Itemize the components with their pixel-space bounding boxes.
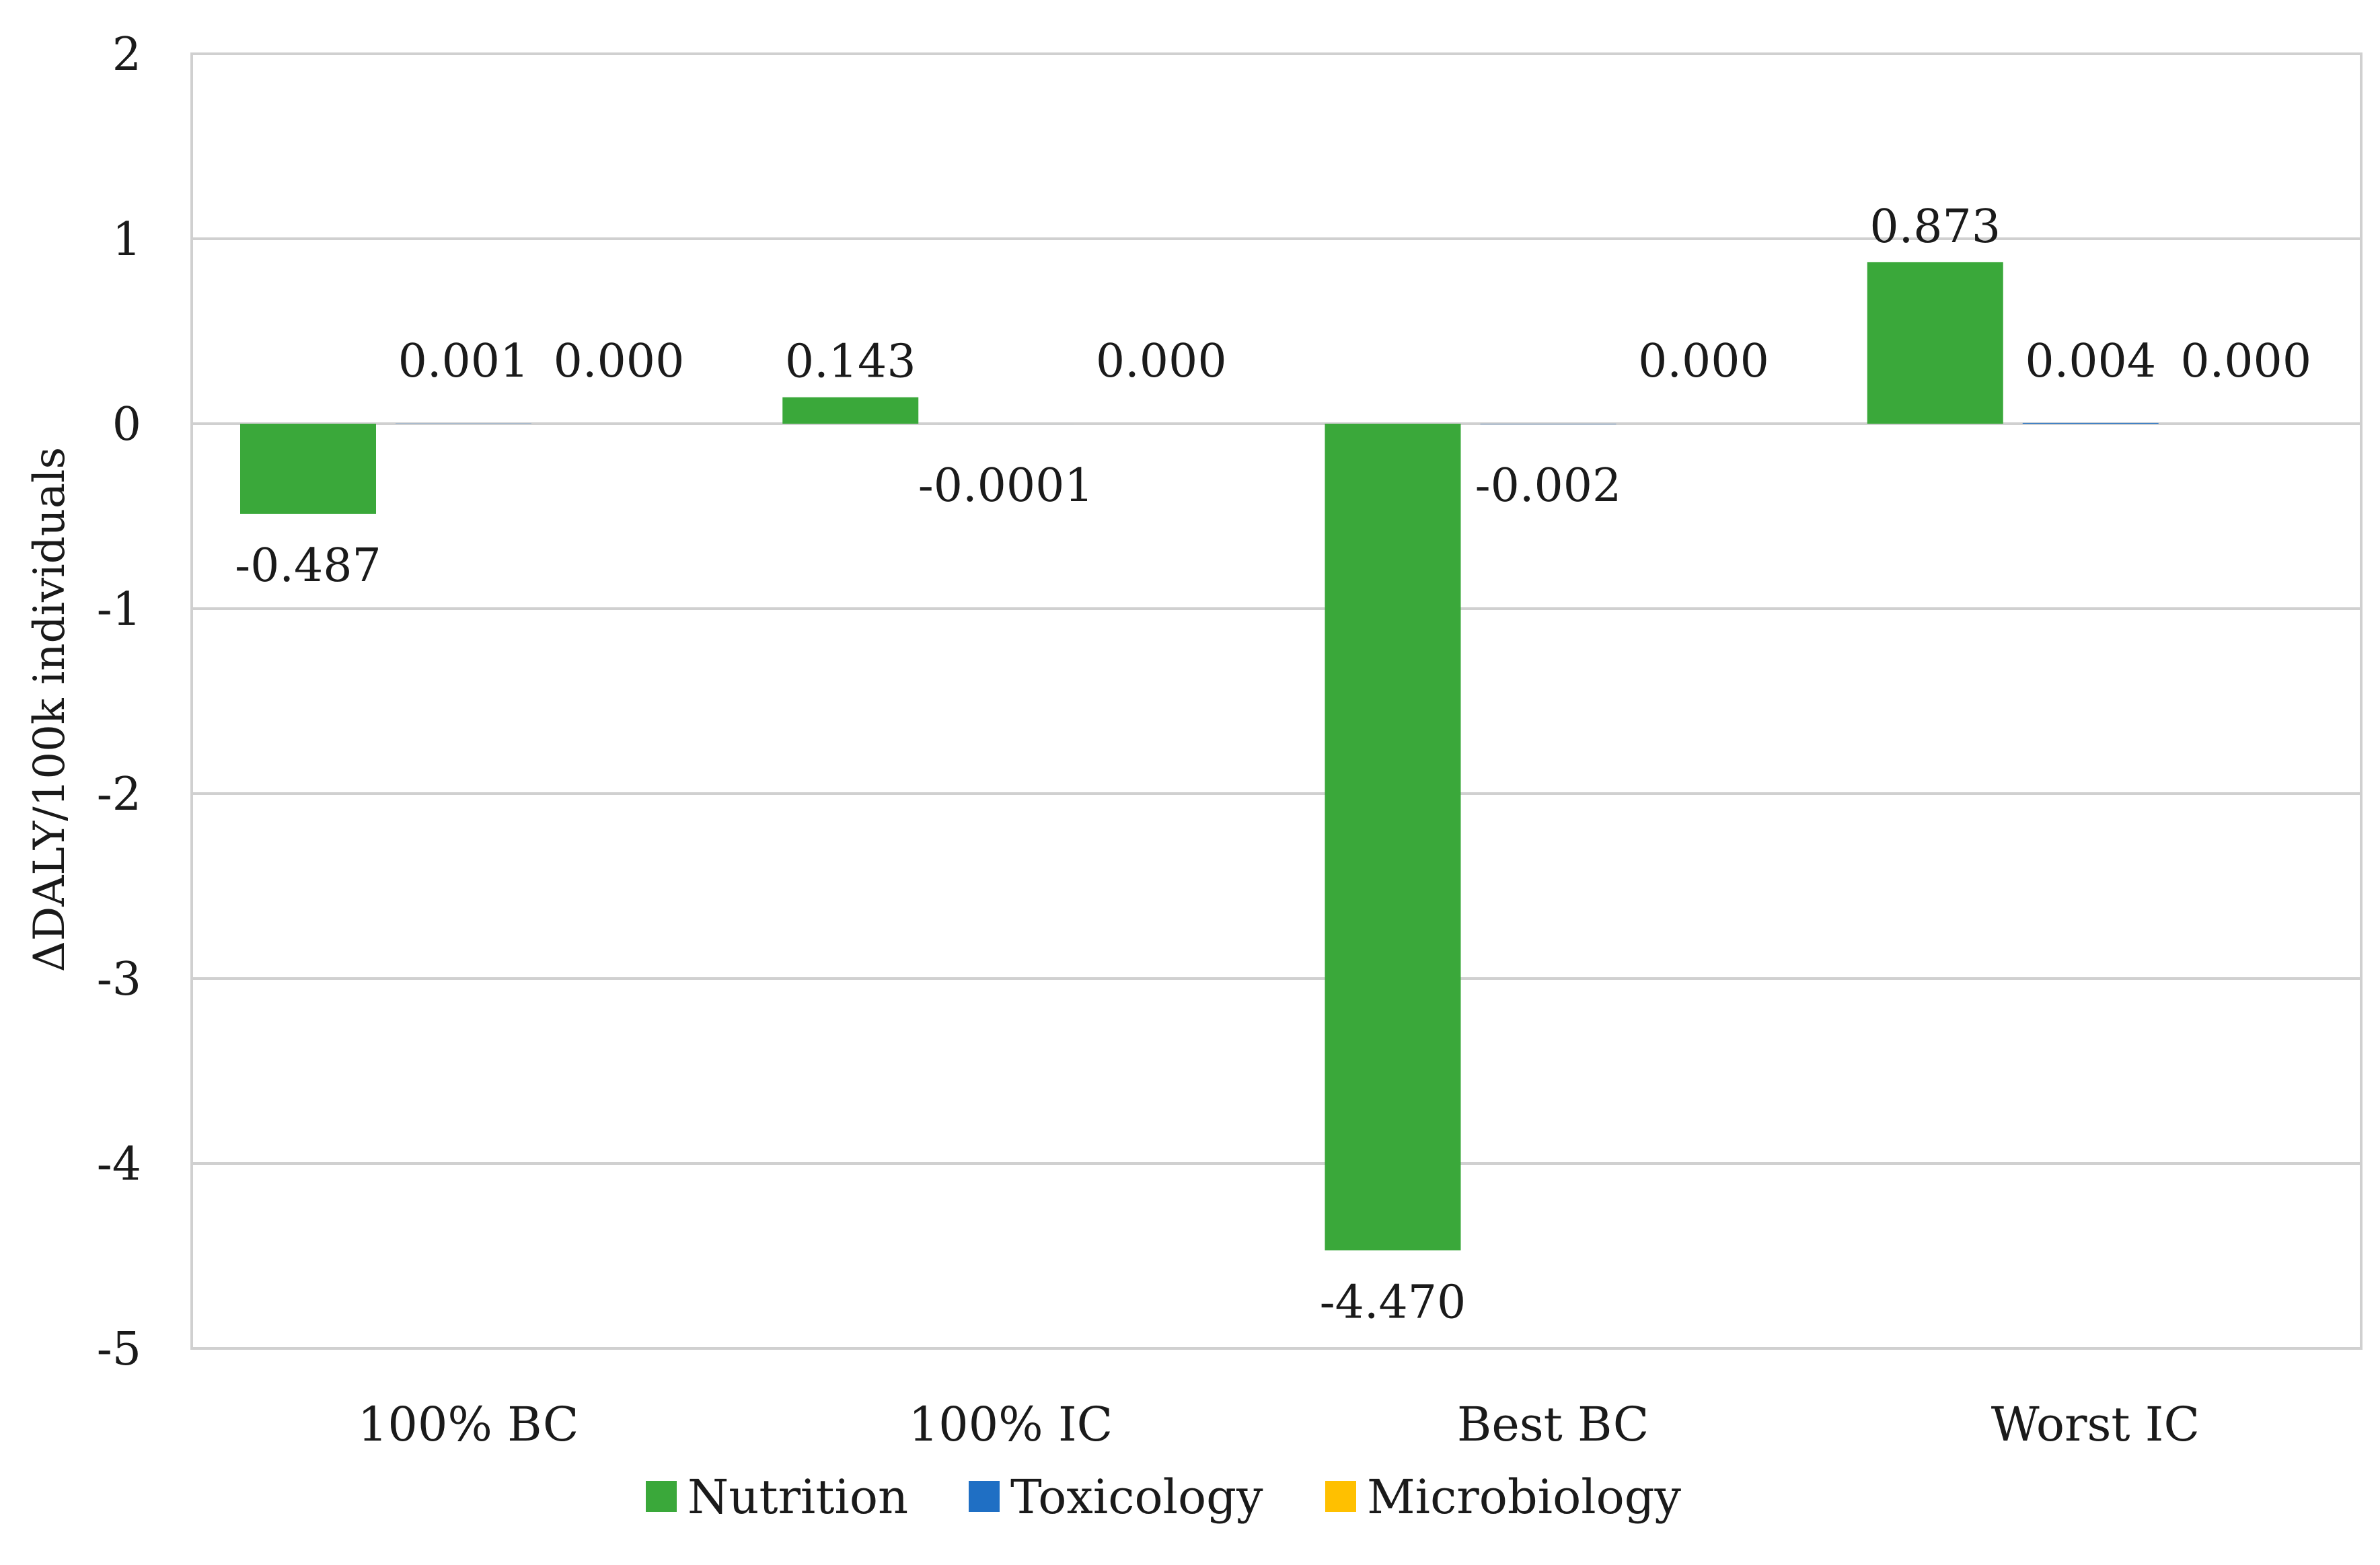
y-tick-labels: 2 1 0 -1 -2 -3 -4 -5 <box>97 28 141 1376</box>
data-label: 0.000 <box>554 335 685 388</box>
y-axis-label: ΔDALY/100k individuals <box>25 447 75 972</box>
y-tick-label: -2 <box>97 768 141 821</box>
x-category-label: 100% IC <box>909 1397 1113 1452</box>
legend-label: Microbiology <box>1367 1469 1682 1525</box>
data-label: 0.000 <box>1638 335 1769 388</box>
data-label: 0.143 <box>785 336 916 389</box>
y-tick-label: 1 <box>112 213 141 266</box>
y-tick-label: -1 <box>97 583 141 636</box>
bar <box>782 397 918 424</box>
bar <box>2023 423 2159 424</box>
x-category-label: 100% BC <box>358 1397 579 1452</box>
y-tick-label: 0 <box>112 398 141 451</box>
bar <box>240 424 376 514</box>
legend-swatch <box>646 1481 677 1512</box>
data-label: -4.470 <box>1320 1276 1466 1329</box>
data-label: 0.001 <box>398 335 529 388</box>
legend-swatch <box>969 1481 1000 1512</box>
data-label: 0.873 <box>1869 200 2001 254</box>
data-label: 0.000 <box>2180 335 2311 388</box>
data-label: -0.0001 <box>918 459 1094 512</box>
y-tick-label: -5 <box>97 1323 141 1376</box>
bar <box>1867 262 2003 424</box>
legend-label: Toxicology <box>1010 1469 1263 1525</box>
y-tick-label: 2 <box>112 28 141 81</box>
data-label: -0.487 <box>235 539 381 593</box>
plot-area-border <box>192 54 2361 1348</box>
x-category-labels: 100% BC 100% IC Best BC Worst IC <box>358 1397 2200 1452</box>
y-tick-label: -4 <box>97 1138 141 1191</box>
legend: Nutrition Toxicology Microbiology <box>646 1469 1682 1525</box>
bar <box>1325 424 1461 1250</box>
legend-swatch <box>1325 1481 1356 1512</box>
data-label: 0.004 <box>2025 335 2156 388</box>
data-label: 0.000 <box>1096 335 1227 388</box>
data-label: -0.002 <box>1475 459 1622 512</box>
legend-label: Nutrition <box>687 1469 908 1525</box>
gridlines <box>192 54 2361 1348</box>
y-tick-label: -3 <box>97 953 141 1006</box>
x-category-label: Best BC <box>1457 1397 1649 1452</box>
x-category-label: Worst IC <box>1991 1397 2200 1452</box>
bars <box>240 262 2159 1250</box>
